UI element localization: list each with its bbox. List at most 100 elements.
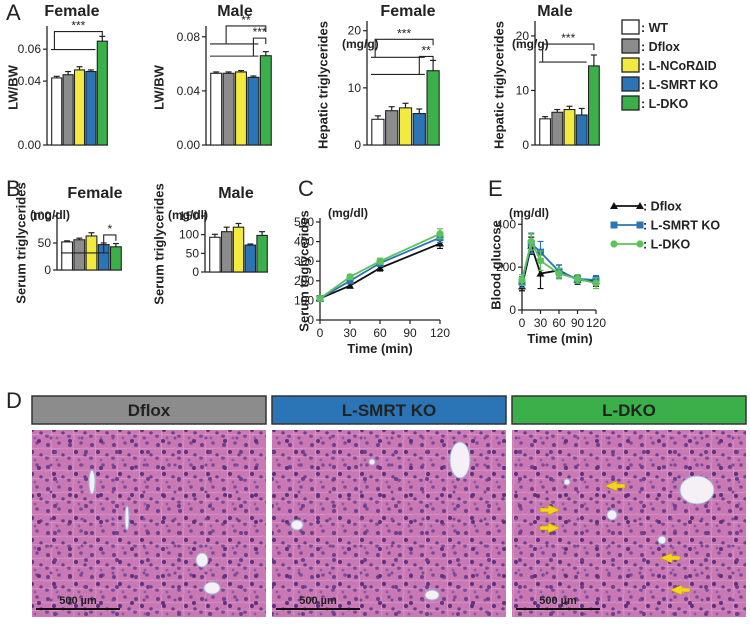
bar <box>412 113 426 146</box>
tissue-texture <box>32 430 266 617</box>
legend-swatch <box>621 76 640 92</box>
x-tick-label: 60 <box>373 326 387 340</box>
point <box>376 264 384 272</box>
x-tick-label: 30 <box>343 326 357 340</box>
bar <box>398 107 413 146</box>
bar <box>222 72 235 146</box>
legend-marker <box>636 240 644 248</box>
legend-marker <box>610 221 618 229</box>
point <box>518 276 526 284</box>
x-tick-label: 0 <box>519 316 526 330</box>
chart-title: Male <box>218 185 254 202</box>
bar <box>73 239 86 271</box>
point <box>527 237 535 246</box>
bar <box>220 231 233 273</box>
legend-label: : L-NCoRΔID <box>641 59 717 73</box>
significance-label: *** <box>397 26 411 40</box>
series-line <box>319 242 441 300</box>
unit-label: (mg/dl) <box>168 208 208 222</box>
x-tick-label: 60 <box>552 316 566 330</box>
x-tick-label: 90 <box>571 316 585 330</box>
significance-bracket <box>418 55 434 75</box>
legend-label: : Dflox <box>643 200 682 214</box>
legend-marker <box>610 202 618 209</box>
y-axis-label: LW/BW <box>151 64 166 109</box>
arrow <box>659 552 681 564</box>
y-tick-label: 20 <box>516 29 530 43</box>
bar <box>256 234 268 273</box>
vessel <box>679 475 715 505</box>
y-tick-label: 400 <box>496 217 516 231</box>
tissue-texture <box>512 430 746 617</box>
bar <box>232 226 245 273</box>
vessel <box>290 519 304 531</box>
tissue-texture <box>272 430 506 617</box>
group-title: L-SMRT KO <box>342 401 436 420</box>
group-header <box>31 395 267 425</box>
bar <box>259 55 272 146</box>
bar <box>209 236 221 273</box>
y-axis-label: Serum triglycerides <box>13 182 28 303</box>
bar <box>247 76 260 146</box>
panel-label: B <box>6 176 21 201</box>
y-tick-label: 20 <box>348 24 362 38</box>
significance-bracket <box>374 38 434 58</box>
panel-label: A <box>6 0 21 25</box>
significance-label: *** <box>561 31 575 45</box>
bar <box>563 108 576 146</box>
y-axis-label: Blood glucose <box>488 220 503 310</box>
bar <box>51 77 63 146</box>
point <box>346 273 354 281</box>
bar <box>385 110 399 146</box>
panel-label: E <box>488 176 503 201</box>
point <box>376 257 384 265</box>
point <box>555 269 563 278</box>
vessel <box>606 509 618 521</box>
legend-swatch <box>621 95 640 111</box>
vessel <box>449 441 471 479</box>
significance-bracket <box>53 31 103 50</box>
unit-label: (mg/dl) <box>509 206 549 220</box>
legend-marker <box>636 221 644 229</box>
vessel <box>203 581 221 595</box>
point <box>316 294 324 303</box>
legend-label: : WT <box>641 21 668 35</box>
legend-marker <box>610 240 618 248</box>
bar <box>96 40 108 146</box>
y-tick-label: 0 <box>307 313 314 327</box>
point <box>536 269 545 277</box>
bar <box>551 111 564 146</box>
group-title: Dflox <box>128 401 171 420</box>
legend-label: : L-SMRT KO <box>643 219 720 233</box>
significance-bracket <box>225 25 267 44</box>
significance-label: *** <box>253 25 267 39</box>
significance-label: *** <box>71 19 85 33</box>
y-tick-label: 100 <box>179 228 199 242</box>
y-tick-label: 400 <box>294 235 314 249</box>
y-tick-label: 0.00 <box>18 138 42 152</box>
group-title: L-DKO <box>602 401 656 420</box>
legend-label: : Dflox <box>641 40 680 54</box>
point <box>592 279 600 287</box>
arrow <box>539 522 561 534</box>
vessel <box>657 535 667 545</box>
bar <box>587 65 600 146</box>
bar <box>234 71 248 146</box>
chart-title: Female <box>380 3 435 20</box>
x-axis-label: Time (min) <box>347 341 413 356</box>
bar <box>85 70 97 146</box>
y-tick-label: 0 <box>509 303 516 317</box>
y-tick-label: 0.06 <box>18 42 42 56</box>
vessel <box>424 589 440 601</box>
legend-swatch <box>621 38 640 54</box>
y-tick-label: 0 <box>44 263 51 277</box>
scale-bar-label: 500 µm <box>299 595 337 607</box>
bar <box>371 118 385 146</box>
y-tick-label: 50 <box>186 246 200 260</box>
vessel <box>368 458 376 466</box>
panel-label: C <box>298 176 314 201</box>
point <box>346 281 354 289</box>
y-tick-label: 0 <box>354 138 361 152</box>
bar <box>109 246 122 271</box>
